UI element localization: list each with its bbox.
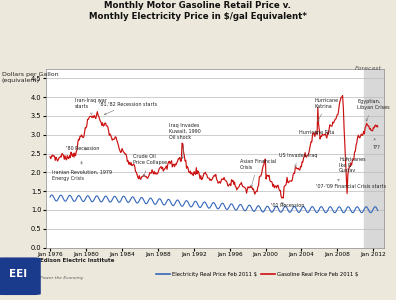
Text: Power the Economy: Power the Economy — [40, 276, 83, 280]
Bar — [364, 69, 393, 248]
FancyBboxPatch shape — [0, 257, 41, 295]
Text: Iraq Invades
Kuwait, 1990
Oil shock: Iraq Invades Kuwait, 1990 Oil shock — [169, 123, 201, 158]
Legend: Electricity Real Price Feb 2011 $, Gasoline Real Price Feb 2011 $: Electricity Real Price Feb 2011 $, Gasol… — [154, 270, 360, 279]
Text: ???: ??? — [373, 138, 380, 150]
Text: Egyptian,
Libyan Crises: Egyptian, Libyan Crises — [357, 99, 390, 121]
Text: US Invades Iraq: US Invades Iraq — [279, 153, 318, 167]
Text: Asian Financial
Crisis: Asian Financial Crisis — [240, 159, 276, 187]
Text: Crude Oil
Price Collapse: Crude Oil Price Collapse — [133, 154, 167, 177]
Text: '81,'82 Recession starts: '81,'82 Recession starts — [99, 101, 158, 115]
Text: Forecast: Forecast — [355, 66, 382, 71]
Text: Hurricanes
Ike &
Gustav: Hurricanes Ike & Gustav — [339, 157, 366, 173]
Text: Edison Electric Institute: Edison Electric Institute — [40, 258, 114, 263]
Text: Dollars per Gallon
(equivalent): Dollars per Gallon (equivalent) — [2, 72, 59, 83]
Text: Iranian Revolution, 1979
Energy Crisis: Iranian Revolution, 1979 Energy Crisis — [52, 161, 112, 181]
Text: '07-'09 Financial Crisis starts: '07-'09 Financial Crisis starts — [316, 180, 386, 189]
Text: Monthly Motor Gasoline Retail Price v.
Monthly Electricity Price in $/gal Equiva: Monthly Motor Gasoline Retail Price v. M… — [89, 2, 307, 21]
Text: EEI: EEI — [9, 269, 27, 279]
Text: '01 Recession: '01 Recession — [271, 203, 305, 208]
Text: Hurricane
Katrina: Hurricane Katrina — [315, 98, 339, 121]
Text: '80 Recession: '80 Recession — [66, 146, 99, 151]
Text: Iran-Iraq war
starts: Iran-Iraq war starts — [75, 98, 107, 115]
Text: Hurricane Rita: Hurricane Rita — [299, 130, 334, 135]
